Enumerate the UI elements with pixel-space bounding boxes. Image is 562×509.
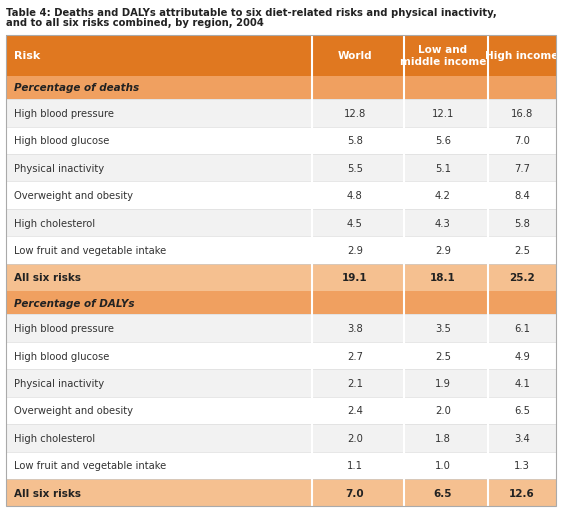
Text: Table 4: Deaths and DALYs attributable to six diet-related risks and physical in: Table 4: Deaths and DALYs attributable t… [6, 8, 496, 18]
Text: Low fruit and vegetable intake: Low fruit and vegetable intake [14, 245, 166, 256]
Bar [6, 77, 556, 100]
Text: Risk: Risk [14, 51, 40, 61]
Text: 3.5: 3.5 [435, 324, 451, 333]
Text: 1.9: 1.9 [435, 378, 451, 388]
Bar [6, 425, 556, 451]
Text: 2.9: 2.9 [435, 245, 451, 256]
Text: High blood pressure: High blood pressure [14, 108, 114, 119]
Text: 5.5: 5.5 [347, 163, 363, 174]
Text: 1.3: 1.3 [514, 461, 530, 470]
Text: 19.1: 19.1 [342, 273, 368, 283]
Text: High blood pressure: High blood pressure [14, 324, 114, 333]
Bar [6, 155, 556, 182]
Text: 5.6: 5.6 [435, 136, 451, 146]
Text: 4.2: 4.2 [435, 191, 451, 201]
Bar [6, 237, 556, 264]
Text: Percentage of DALYs: Percentage of DALYs [14, 298, 134, 308]
Text: Overweight and obesity: Overweight and obesity [14, 191, 133, 201]
Bar [6, 264, 556, 292]
Bar [6, 100, 556, 127]
Text: Physical inactivity: Physical inactivity [14, 378, 104, 388]
Bar [6, 127, 556, 155]
Text: 18.1: 18.1 [430, 273, 456, 283]
Bar [6, 451, 556, 479]
Text: 2.5: 2.5 [514, 245, 530, 256]
Bar [6, 397, 556, 425]
Text: 12.6: 12.6 [509, 488, 535, 498]
Text: 4.9: 4.9 [514, 351, 530, 361]
Bar [6, 209, 556, 237]
Text: 7.7: 7.7 [514, 163, 530, 174]
Text: 16.8: 16.8 [511, 108, 533, 119]
Text: High cholesterol: High cholesterol [14, 218, 95, 228]
Text: 4.8: 4.8 [347, 191, 363, 201]
Text: All six risks: All six risks [14, 273, 81, 283]
Bar [6, 315, 556, 342]
Text: High income: High income [486, 51, 559, 61]
Text: 4.1: 4.1 [514, 378, 530, 388]
Bar [6, 182, 556, 209]
Text: Percentage of deaths: Percentage of deaths [14, 83, 139, 93]
Text: 4.3: 4.3 [435, 218, 451, 228]
Text: 6.5: 6.5 [434, 488, 452, 498]
Bar [6, 292, 556, 315]
Text: 7.0: 7.0 [346, 488, 364, 498]
Text: 3.8: 3.8 [347, 324, 363, 333]
Text: 2.5: 2.5 [435, 351, 451, 361]
Text: 2.7: 2.7 [347, 351, 363, 361]
Text: 2.0: 2.0 [347, 433, 363, 443]
Text: and to all six risks combined, by region, 2004: and to all six risks combined, by region… [6, 18, 264, 28]
Text: 1.1: 1.1 [347, 461, 363, 470]
Text: Low fruit and vegetable intake: Low fruit and vegetable intake [14, 461, 166, 470]
Text: 3.4: 3.4 [514, 433, 530, 443]
Text: High blood glucose: High blood glucose [14, 136, 110, 146]
Text: 8.4: 8.4 [514, 191, 530, 201]
Text: 6.1: 6.1 [514, 324, 530, 333]
Text: 5.8: 5.8 [347, 136, 363, 146]
Text: Low and
middle income: Low and middle income [400, 45, 486, 67]
Text: 7.0: 7.0 [514, 136, 530, 146]
Text: All six risks: All six risks [14, 488, 81, 498]
Text: 5.8: 5.8 [514, 218, 530, 228]
Text: 12.8: 12.8 [344, 108, 366, 119]
Text: 5.1: 5.1 [435, 163, 451, 174]
Bar [6, 370, 556, 397]
Text: 2.4: 2.4 [347, 406, 363, 416]
Text: Physical inactivity: Physical inactivity [14, 163, 104, 174]
Text: 1.0: 1.0 [435, 461, 451, 470]
Bar [6, 36, 556, 77]
Text: High cholesterol: High cholesterol [14, 433, 95, 443]
Text: 2.9: 2.9 [347, 245, 363, 256]
Text: Overweight and obesity: Overweight and obesity [14, 406, 133, 416]
Text: 1.8: 1.8 [435, 433, 451, 443]
Text: 25.2: 25.2 [509, 273, 535, 283]
Text: 4.5: 4.5 [347, 218, 363, 228]
Bar [6, 479, 556, 506]
Text: World: World [338, 51, 372, 61]
Text: 6.5: 6.5 [514, 406, 530, 416]
Text: 2.0: 2.0 [435, 406, 451, 416]
Text: High blood glucose: High blood glucose [14, 351, 110, 361]
Text: 2.1: 2.1 [347, 378, 363, 388]
Bar [6, 342, 556, 370]
Text: 12.1: 12.1 [432, 108, 454, 119]
